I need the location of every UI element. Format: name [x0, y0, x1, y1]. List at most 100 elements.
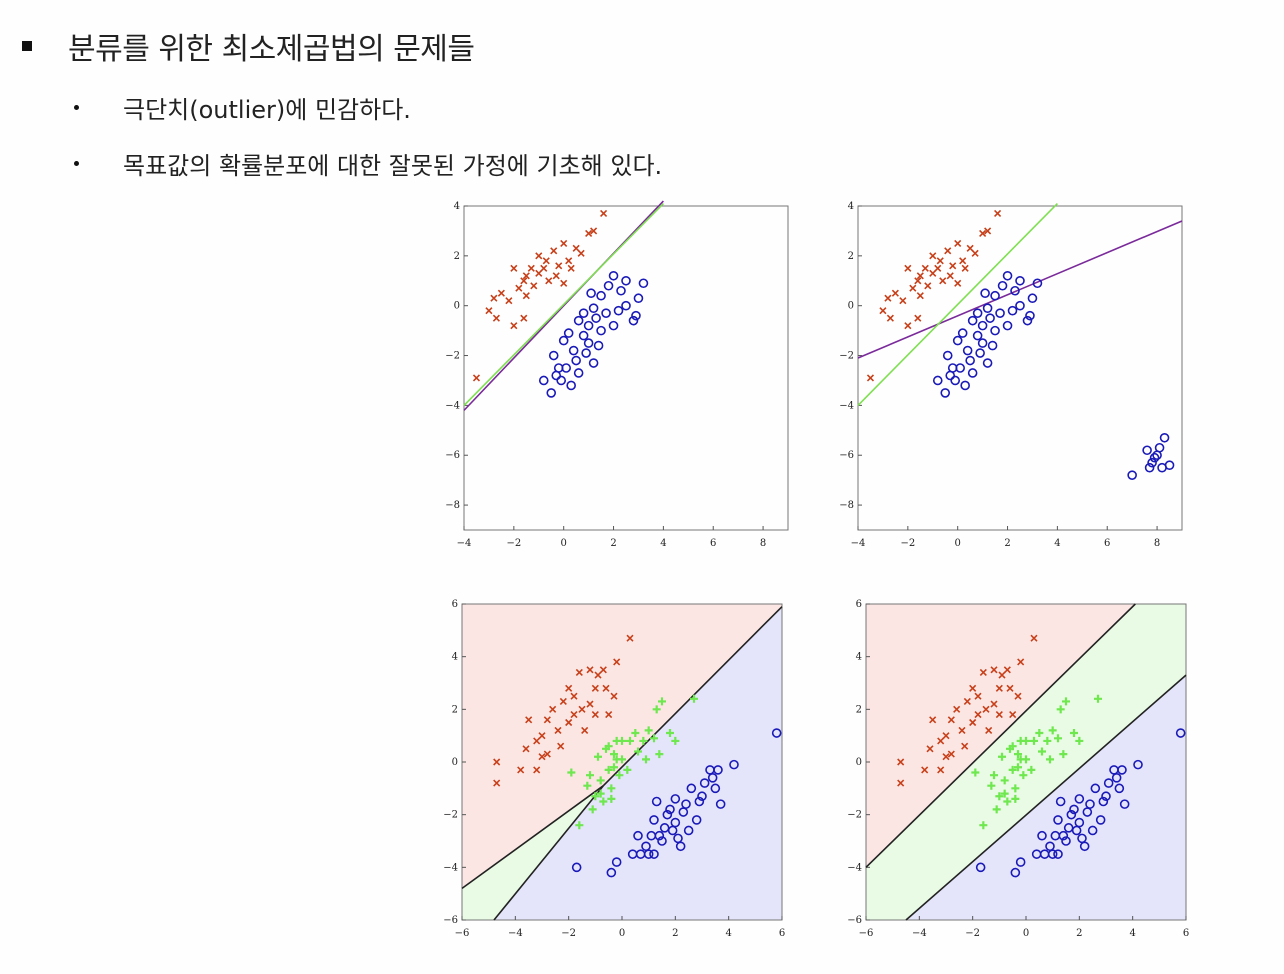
data-point	[571, 862, 582, 873]
data-point	[1014, 763, 1022, 772]
data-point	[995, 711, 1003, 719]
x-tick-label: 0	[955, 538, 961, 549]
data-point	[621, 275, 631, 286]
y-tick-label: 0	[452, 757, 458, 768]
data-point	[897, 758, 905, 766]
data-point	[949, 262, 957, 270]
data-point	[1159, 432, 1170, 443]
data-point	[1025, 310, 1035, 321]
data-point	[914, 277, 922, 285]
data-point	[651, 796, 662, 807]
data-point	[984, 227, 992, 235]
data-point	[697, 791, 707, 802]
data-point	[934, 264, 942, 272]
data-point	[985, 313, 995, 323]
data-point	[538, 753, 546, 761]
data-point	[510, 322, 518, 330]
data-point	[904, 264, 912, 272]
data-point	[1154, 442, 1165, 453]
data-point	[618, 736, 626, 745]
data-point	[1011, 784, 1020, 793]
data-point	[979, 668, 987, 677]
data-point	[886, 314, 894, 322]
data-point	[623, 765, 632, 774]
data-point	[575, 668, 583, 677]
data-point	[525, 716, 533, 724]
data-point	[990, 290, 1000, 301]
bullet-text: 극단치(outlier)에 민감하다.	[123, 96, 411, 124]
y-tick-label: 4	[454, 201, 460, 212]
x-tick-label: −6	[455, 928, 470, 939]
data-point	[633, 293, 644, 304]
data-point	[533, 766, 541, 774]
x-tick-label: 4	[660, 538, 666, 549]
data-point	[493, 779, 501, 787]
bullet-dot-icon	[74, 105, 79, 110]
data-point	[1077, 833, 1087, 844]
data-point	[963, 697, 971, 705]
data-point	[959, 257, 967, 265]
data-point	[1038, 747, 1046, 756]
data-point	[977, 320, 988, 331]
fit-line	[865, 603, 1136, 868]
data-point	[1054, 734, 1062, 743]
data-point	[715, 799, 726, 809]
data-point	[546, 388, 557, 398]
data-point	[596, 776, 605, 785]
data-point	[567, 264, 575, 272]
y-tick-label: 2	[452, 704, 458, 715]
data-point	[1002, 320, 1013, 331]
data-point	[588, 358, 599, 368]
data-point	[590, 227, 598, 235]
fit-line	[493, 785, 604, 921]
data-point	[1111, 773, 1122, 783]
data-point	[586, 771, 594, 780]
data-point	[995, 684, 1003, 692]
data-point	[631, 310, 641, 321]
data-point	[662, 809, 673, 820]
x-tick-label: 4	[1054, 538, 1060, 549]
data-point	[520, 277, 528, 285]
y-tick-label: −6	[443, 915, 458, 926]
data-point	[771, 728, 782, 738]
x-tick-label: −2	[506, 538, 521, 549]
x-tick-label: 6	[1104, 538, 1110, 549]
data-point	[1066, 809, 1077, 820]
fit-line	[905, 674, 1187, 921]
y-tick-label: 0	[454, 301, 460, 312]
x-tick-label: 2	[1004, 538, 1010, 549]
data-point	[601, 308, 611, 318]
data-point	[493, 758, 501, 766]
data-point	[545, 277, 553, 285]
data-point	[567, 768, 576, 777]
data-point	[1149, 452, 1160, 463]
data-point	[936, 257, 944, 265]
plot-frame	[857, 205, 1183, 531]
data-point	[548, 350, 559, 361]
data-point	[1030, 634, 1038, 642]
y-tick-label: 2	[454, 251, 460, 262]
data-point	[568, 345, 579, 356]
data-point	[586, 666, 594, 674]
data-point	[515, 284, 523, 292]
data-point	[897, 779, 905, 787]
data-point	[603, 280, 614, 291]
x-tick-label: −2	[561, 928, 576, 939]
data-point	[899, 297, 907, 305]
x-tick-label: 2	[1076, 928, 1082, 939]
data-point	[575, 821, 584, 830]
data-point	[522, 292, 530, 300]
data-point	[1015, 275, 1025, 286]
data-point	[649, 815, 659, 825]
data-point	[980, 288, 990, 299]
data-point	[555, 262, 563, 270]
y-tick-label: −6	[445, 450, 460, 461]
data-point	[638, 278, 649, 289]
data-point	[909, 284, 917, 292]
data-point	[593, 340, 604, 351]
data-point	[904, 322, 912, 330]
data-point	[573, 368, 584, 378]
slide-title: 분류를 위한 최소제곱법의 문제들	[68, 32, 475, 67]
data-point	[699, 778, 710, 788]
data-point	[683, 825, 694, 836]
